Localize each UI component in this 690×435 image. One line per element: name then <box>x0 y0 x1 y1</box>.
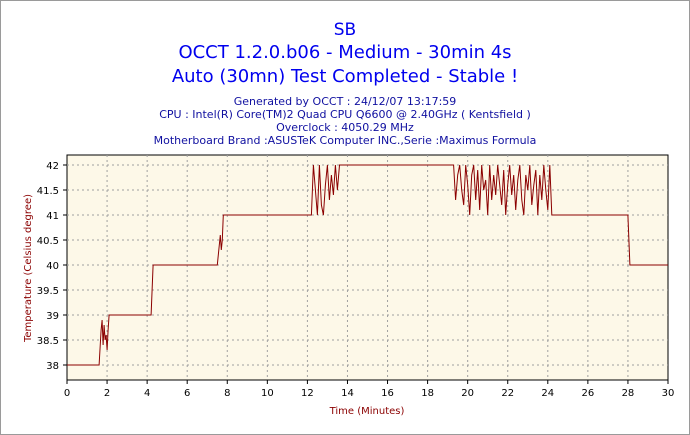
y-tick-label: 41 <box>46 211 59 222</box>
motherboard-info: Motherboard Brand :ASUSTeK Computer INC.… <box>153 134 537 147</box>
x-tick-label: 12 <box>301 388 314 399</box>
x-tick-label: 0 <box>64 388 70 399</box>
y-tick-label: 40.5 <box>37 236 59 247</box>
temperature-series-line <box>67 164 668 366</box>
x-tick-label: 8 <box>224 388 230 399</box>
axis-ticks: 0 2 4 6 8 10 12 14 16 18 20 22 24 26 28 303838.53939.54… <box>37 161 675 399</box>
y-tick-label: 38.5 <box>37 336 59 347</box>
y-tick-label: 38 <box>46 361 59 372</box>
x-tick-label: 30 <box>662 388 675 399</box>
y-tick-label: 40 <box>46 261 59 272</box>
x-tick-label: 18 <box>421 388 434 399</box>
y-tick-label: 39.5 <box>37 286 59 297</box>
chart-name: SB <box>333 20 357 40</box>
x-axis-label: Time (Minutes) <box>329 406 405 417</box>
x-tick-label: 2 <box>104 388 110 399</box>
x-tick-label: 10 <box>261 388 274 399</box>
x-tick-label: 6 <box>184 388 190 399</box>
y-tick-label: 42 <box>46 161 59 172</box>
cpu-info: CPU : Intel(R) Core(TM)2 Quad CPU Q6600 … <box>159 108 531 121</box>
plot-area <box>66 154 669 381</box>
test-status: Auto (30mn) Test Completed - Stable ! <box>171 66 519 87</box>
y-tick-label: 39 <box>46 311 59 322</box>
x-tick-label: 22 <box>501 388 514 399</box>
series-group <box>67 164 668 366</box>
x-tick-label: 28 <box>622 388 635 399</box>
x-tick-label: 24 <box>541 388 554 399</box>
x-tick-label: 14 <box>341 388 354 399</box>
y-tick-label: 41.5 <box>37 186 59 197</box>
x-tick-label: 20 <box>461 388 474 399</box>
x-tick-label: 16 <box>381 388 394 399</box>
x-tick-label: 4 <box>144 388 150 399</box>
generated-info: Generated by OCCT : 24/12/07 13:17:59 <box>233 95 457 108</box>
overclock-info: Overclock : 4050.29 MHz <box>276 121 414 134</box>
test-title: OCCT 1.2.0.b06 - Medium - 30min 4s <box>178 42 512 63</box>
y-axis-label: Temperature (Celsius degree) <box>23 194 34 343</box>
x-tick-label: 26 <box>581 388 594 399</box>
